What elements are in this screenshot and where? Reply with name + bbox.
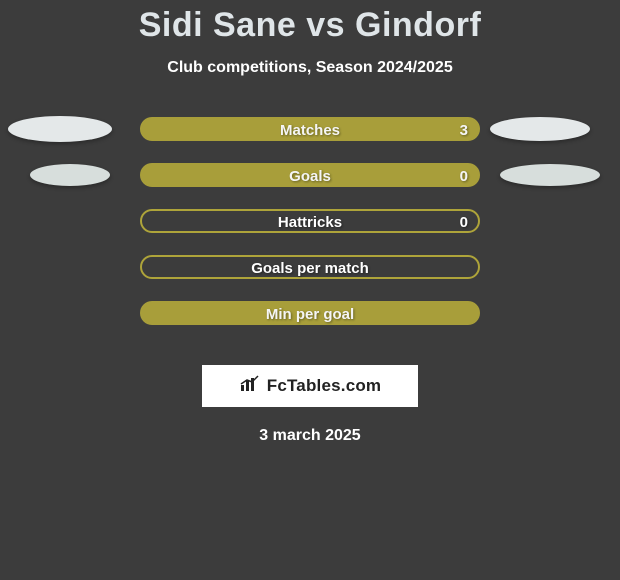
- metric-label: Goals: [142, 165, 478, 189]
- metric-right-value: 0: [460, 165, 468, 189]
- avatar-ellipse: [8, 116, 112, 142]
- avatar-ellipse: [500, 164, 600, 186]
- metric-bar: Goals0: [140, 163, 480, 187]
- infographic-container: Sidi Sane vs Gindorf Club competitions, …: [0, 6, 620, 580]
- metric-row: Min per goal: [0, 301, 620, 347]
- vs-label: vs: [306, 6, 345, 44]
- metric-bar: Goals per match: [140, 255, 480, 279]
- metric-label: Min per goal: [142, 303, 478, 327]
- metric-row: Hattricks0: [0, 209, 620, 255]
- metric-right-value: 0: [460, 211, 468, 235]
- metric-label: Matches: [142, 119, 478, 143]
- player2-name: Gindorf: [355, 6, 481, 44]
- metric-bar: Min per goal: [140, 301, 480, 325]
- comparison-chart: Matches3Goals0Hattricks0Goals per matchM…: [0, 117, 620, 347]
- avatar-ellipse: [30, 164, 110, 186]
- avatar-ellipse: [490, 117, 590, 141]
- date-label: 3 march 2025: [0, 427, 620, 445]
- logo-box: FcTables.com: [202, 365, 418, 407]
- metric-label: Hattricks: [142, 211, 478, 235]
- metric-row: Goals per match: [0, 255, 620, 301]
- metric-bar: Matches3: [140, 117, 480, 141]
- subtitle: Club competitions, Season 2024/2025: [0, 59, 620, 77]
- player1-name: Sidi Sane: [139, 6, 297, 44]
- metric-label: Goals per match: [142, 257, 478, 281]
- barchart-icon: [239, 375, 261, 398]
- metric-right-value: 3: [460, 119, 468, 143]
- metric-bar: Hattricks0: [140, 209, 480, 233]
- page-title: Sidi Sane vs Gindorf: [0, 6, 620, 45]
- logo-text: FcTables.com: [267, 376, 382, 396]
